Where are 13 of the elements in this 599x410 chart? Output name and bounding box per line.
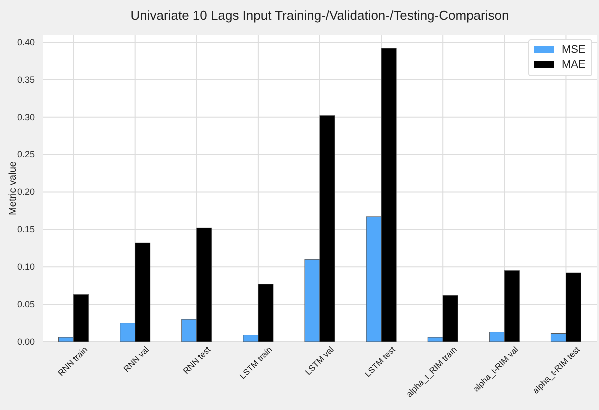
y-tick-label: 0.00 — [17, 336, 35, 347]
y-tick-label: 0.15 — [17, 224, 35, 235]
legend-label: MAE — [562, 59, 586, 71]
y-tick-label: 0.35 — [17, 74, 35, 85]
chart-title: Univariate 10 Lags Input Training-/Validation-/Testing-Comparison — [130, 8, 510, 23]
y-tick-label: 0.10 — [17, 262, 35, 272]
y-tick-label: 0.25 — [17, 150, 35, 160]
y-tick-label: 0.30 — [17, 112, 35, 122]
y-tick-label: 0.20 — [17, 187, 35, 198]
y-tick-label: 0.40 — [17, 37, 35, 48]
y-axis-title: Metric value — [8, 161, 19, 216]
legend-label: MSE — [562, 44, 586, 56]
y-tick-label: 0.05 — [17, 299, 35, 310]
